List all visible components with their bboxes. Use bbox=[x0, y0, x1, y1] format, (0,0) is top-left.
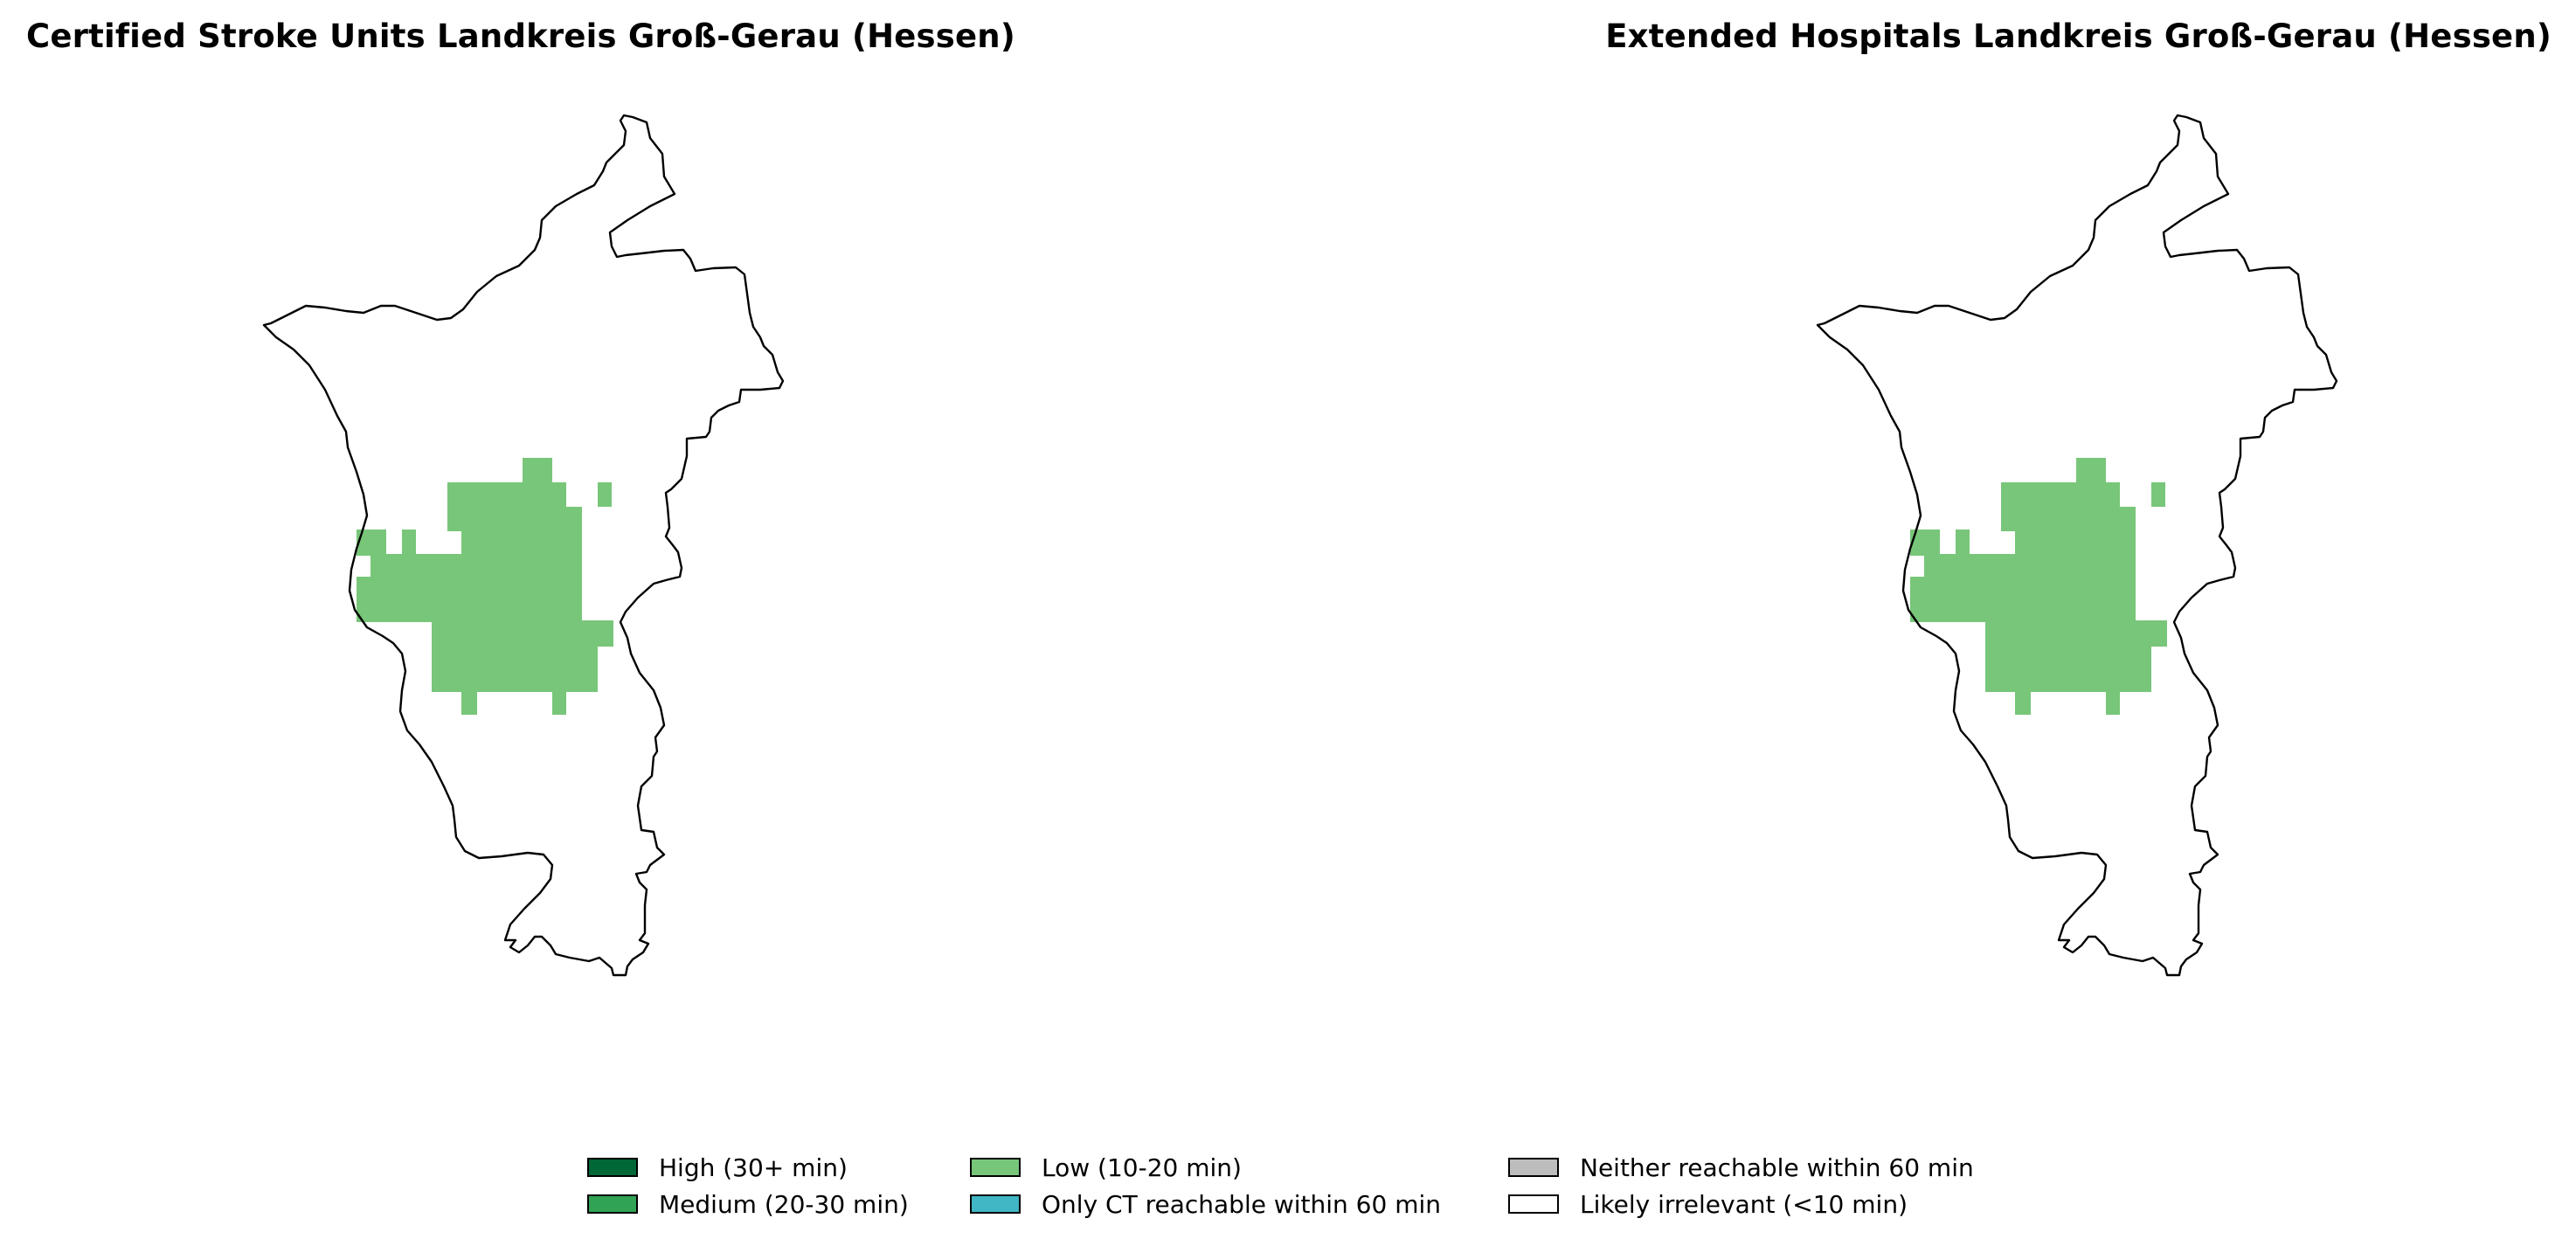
legend-label-irrelevant: Likely irrelevant (<10 min) bbox=[1580, 1189, 1908, 1219]
legend-swatch-high bbox=[587, 1158, 638, 1177]
legend-swatch-ct-only bbox=[970, 1194, 1021, 1214]
legend-label-neither: Neither reachable within 60 min bbox=[1580, 1152, 1974, 1182]
legend-item-low: Low (10-20 min) bbox=[970, 1150, 1242, 1185]
legend-label-low: Low (10-20 min) bbox=[1042, 1152, 1242, 1182]
legend-item-ct-only: Only CT reachable within 60 min bbox=[970, 1187, 1441, 1222]
map-panel-left bbox=[262, 114, 785, 977]
legend-item-irrelevant: Likely irrelevant (<10 min) bbox=[1508, 1187, 1908, 1222]
legend-label-high: High (30+ min) bbox=[659, 1152, 848, 1182]
low-access-cells bbox=[1910, 458, 2167, 715]
legend-swatch-low bbox=[970, 1158, 1021, 1177]
map-panel-right bbox=[1816, 114, 2338, 977]
legend-swatch-neither bbox=[1508, 1158, 1559, 1177]
legend: High (30+ min) Medium (20-30 min) Low (1… bbox=[587, 1150, 2073, 1229]
legend-swatch-medium bbox=[587, 1194, 638, 1214]
legend-item-medium: Medium (20-30 min) bbox=[587, 1187, 909, 1222]
legend-swatch-irrelevant bbox=[1508, 1194, 1559, 1214]
legend-item-high: High (30+ min) bbox=[587, 1150, 848, 1185]
legend-label-medium: Medium (20-30 min) bbox=[659, 1189, 909, 1219]
map-title-left: Certified Stroke Units Landkreis Groß-Ge… bbox=[26, 17, 1015, 55]
legend-label-ct-only: Only CT reachable within 60 min bbox=[1042, 1189, 1442, 1219]
low-access-cells bbox=[357, 458, 613, 715]
map-title-right: Extended Hospitals Landkreis Groß-Gerau … bbox=[1605, 17, 2552, 55]
legend-item-neither: Neither reachable within 60 min bbox=[1508, 1150, 1974, 1185]
